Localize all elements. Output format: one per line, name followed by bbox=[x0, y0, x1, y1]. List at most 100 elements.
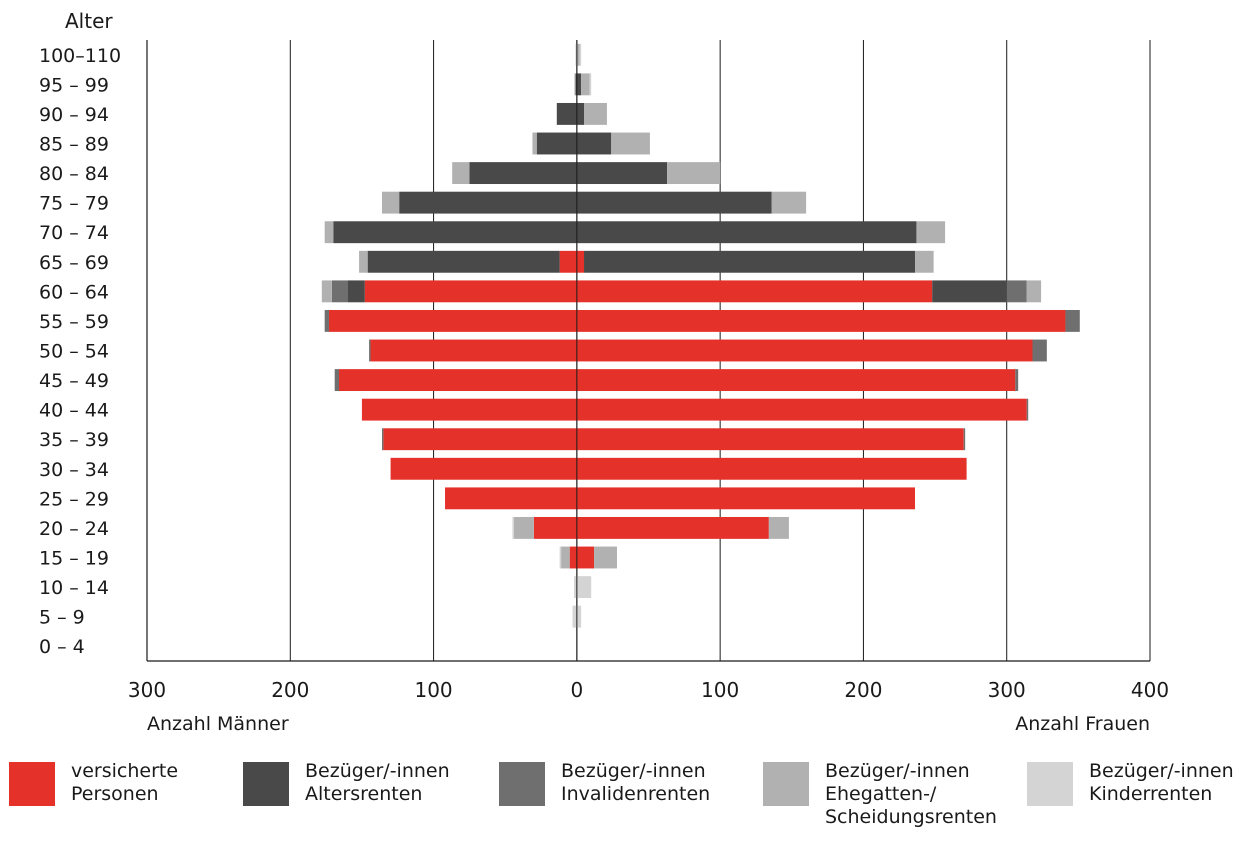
y-category-label: 80 – 84 bbox=[39, 163, 109, 185]
bar-women bbox=[768, 516, 789, 539]
x-tick-label: 400 bbox=[1131, 678, 1169, 702]
x-tick-label: 200 bbox=[844, 678, 882, 702]
y-category-label: 85 – 89 bbox=[39, 134, 109, 156]
bar-men bbox=[381, 428, 384, 451]
x-tick-label: 0 bbox=[570, 678, 583, 702]
bar-men bbox=[328, 309, 577, 332]
y-category-label: 0 – 4 bbox=[39, 636, 85, 658]
bar-men bbox=[321, 280, 332, 303]
bar-women bbox=[915, 250, 934, 273]
x-axis-title-women: Anzahl Frauen bbox=[1015, 713, 1150, 735]
x-axis-title-men: Anzahl Männer bbox=[147, 713, 289, 735]
legend-swatch bbox=[763, 762, 809, 806]
legend-label: versicherte Personen bbox=[71, 760, 179, 805]
bar-women bbox=[576, 162, 668, 185]
bar-women bbox=[932, 280, 1007, 303]
y-category-label: 70 – 74 bbox=[39, 222, 109, 244]
y-category-label: 50 – 54 bbox=[39, 341, 109, 363]
bar-men bbox=[383, 428, 577, 451]
bar-women bbox=[576, 102, 585, 125]
bar-men bbox=[452, 162, 470, 185]
bar-men bbox=[532, 132, 537, 155]
bar-women bbox=[1026, 398, 1029, 421]
bar-women bbox=[584, 250, 916, 273]
y-category-label: 95 – 99 bbox=[39, 74, 109, 96]
bar-women bbox=[576, 516, 769, 539]
bar-men bbox=[561, 546, 570, 569]
bar-women bbox=[771, 191, 807, 214]
y-category-label: 100–110 bbox=[39, 45, 121, 67]
bar-women bbox=[576, 487, 916, 510]
bar-women bbox=[576, 428, 964, 451]
x-tick-label: 300 bbox=[128, 678, 166, 702]
bar-women bbox=[611, 132, 650, 155]
y-category-label: 30 – 34 bbox=[39, 459, 109, 481]
bar-women bbox=[576, 250, 585, 273]
bar-women bbox=[1015, 369, 1019, 392]
bar-women bbox=[576, 398, 1027, 421]
y-category-label: 35 – 39 bbox=[39, 429, 109, 451]
bar-women bbox=[576, 339, 1033, 362]
x-tick-label: 200 bbox=[271, 678, 309, 702]
bar-men bbox=[334, 369, 340, 392]
bar-women bbox=[576, 546, 595, 569]
bar-women bbox=[576, 457, 967, 480]
bar-men bbox=[573, 576, 577, 599]
bar-women bbox=[576, 73, 582, 96]
bar-men bbox=[569, 546, 577, 569]
y-category-label: 65 – 69 bbox=[39, 252, 109, 274]
bar-women bbox=[1026, 280, 1042, 303]
bars bbox=[321, 40, 1080, 661]
bar-men bbox=[513, 516, 534, 539]
legend-swatch bbox=[9, 762, 55, 806]
y-category-label: 60 – 64 bbox=[39, 281, 109, 303]
bar-women bbox=[667, 162, 721, 185]
bar-men bbox=[364, 280, 577, 303]
bar-men bbox=[575, 73, 577, 96]
bar-men bbox=[381, 191, 400, 214]
bar-women bbox=[1065, 309, 1080, 332]
bar-men bbox=[333, 221, 577, 244]
bar-women bbox=[576, 369, 1016, 392]
x-tick-labels: 300 200 100 0 100 200 300 400 bbox=[128, 678, 1169, 702]
legend-swatch bbox=[1027, 762, 1073, 806]
bar-women bbox=[963, 428, 966, 451]
y-category-label: 40 – 44 bbox=[39, 400, 109, 422]
bar-women bbox=[576, 576, 592, 599]
legend: versicherte Personen Bezüger/-innen Alter… bbox=[0, 760, 1259, 841]
bar-men bbox=[359, 250, 368, 273]
bar-women bbox=[579, 43, 582, 66]
bar-men bbox=[536, 132, 577, 155]
legend-label: Bezüger/-innen Altersrenten bbox=[305, 760, 450, 805]
legend-label: Bezüger/-innen Ehegatten-/ Scheidungsren… bbox=[825, 760, 997, 828]
bar-women bbox=[576, 43, 580, 66]
bar-men bbox=[390, 457, 577, 480]
bar-men bbox=[533, 516, 577, 539]
x-tick-label: 100 bbox=[701, 678, 739, 702]
y-category-label: 75 – 79 bbox=[39, 193, 109, 215]
y-category-label: 25 – 29 bbox=[39, 488, 109, 510]
y-category-label: 10 – 14 bbox=[39, 577, 109, 599]
bar-women bbox=[576, 280, 933, 303]
legend-label: Bezüger/-innen Kinderrenten bbox=[1089, 760, 1234, 805]
x-tick-label: 100 bbox=[414, 678, 452, 702]
bar-women bbox=[916, 221, 946, 244]
bar-men bbox=[556, 102, 577, 125]
bar-women bbox=[581, 73, 590, 96]
axes bbox=[146, 40, 1150, 662]
bar-women bbox=[576, 221, 917, 244]
bar-men bbox=[469, 162, 577, 185]
bar-men bbox=[331, 280, 348, 303]
bar-men bbox=[445, 487, 577, 510]
bar-men bbox=[399, 191, 577, 214]
bar-women bbox=[1006, 280, 1027, 303]
bar-women bbox=[576, 605, 582, 628]
bar-women bbox=[576, 191, 772, 214]
bar-men bbox=[575, 43, 577, 66]
bar-women bbox=[584, 102, 607, 125]
bar-men bbox=[347, 280, 365, 303]
bar-men bbox=[361, 398, 577, 421]
bar-men bbox=[339, 369, 577, 392]
bar-men bbox=[559, 546, 562, 569]
y-category-label: 5 – 9 bbox=[39, 607, 85, 629]
